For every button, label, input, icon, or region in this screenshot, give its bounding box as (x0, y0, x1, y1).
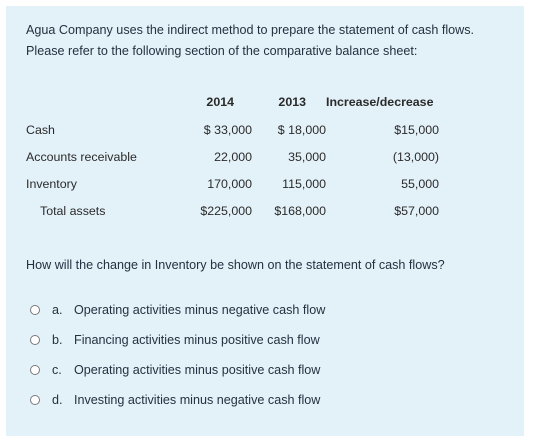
intro-text: Agua Company uses the indirect method to… (26, 23, 475, 58)
option-d[interactable]: d. Investing activities minus negative c… (26, 390, 320, 410)
option-b[interactable]: b. Financing activities minus positive c… (26, 330, 320, 350)
radio-button-icon[interactable] (30, 395, 40, 405)
balance-sheet-table: 2014 2013 Increase/decrease Cash $ 33,00… (6, 6, 524, 226)
question-panel: Agua Company uses the indirect method to… (6, 6, 524, 436)
header-change: Increase/decrease (326, 95, 434, 109)
ar-change: (13,000) (392, 150, 439, 164)
row-label-inventory: Inventory (26, 177, 77, 191)
option-c[interactable]: c. Operating activities minus positive c… (26, 360, 320, 380)
total-2013: $168,000 (274, 204, 326, 218)
radio-button-icon[interactable] (30, 335, 40, 345)
ar-2014: 22,000 (214, 150, 252, 164)
ar-2013: 35,000 (288, 150, 326, 164)
header-2013: 2013 (278, 95, 306, 109)
radio-button-icon[interactable] (30, 365, 40, 375)
cash-change: $15,000 (394, 123, 439, 137)
inventory-2013: 115,000 (282, 177, 326, 191)
total-change: $57,000 (394, 204, 439, 218)
option-label: Operating activities minus positive cash… (74, 363, 321, 377)
option-label: Investing activities minus negative cash… (74, 393, 321, 407)
question-text: How will the change in Inventory be show… (26, 258, 445, 272)
option-letter: d. (52, 393, 63, 407)
inventory-2014: 170,000 (207, 177, 252, 191)
option-a[interactable]: a. Operating activities minus negative c… (26, 300, 325, 320)
inventory-change: 55,000 (401, 177, 439, 191)
cash-2014: $ 33,000 (203, 123, 252, 137)
row-label-accounts-receivable: Accounts receivable (26, 150, 137, 164)
option-label: Operating activities minus negative cash… (74, 303, 326, 317)
option-letter: a. (52, 303, 63, 317)
row-label-total-assets: Total assets (40, 204, 106, 218)
row-label-cash: Cash (26, 123, 55, 137)
cash-2013: $ 18,000 (277, 123, 326, 137)
option-label: Financing activities minus positive cash… (74, 333, 320, 347)
total-2014: $225,000 (200, 204, 252, 218)
radio-button-icon[interactable] (30, 305, 40, 315)
option-letter: c. (52, 363, 62, 377)
option-letter: b. (52, 333, 63, 347)
header-2014: 2014 (206, 95, 234, 109)
